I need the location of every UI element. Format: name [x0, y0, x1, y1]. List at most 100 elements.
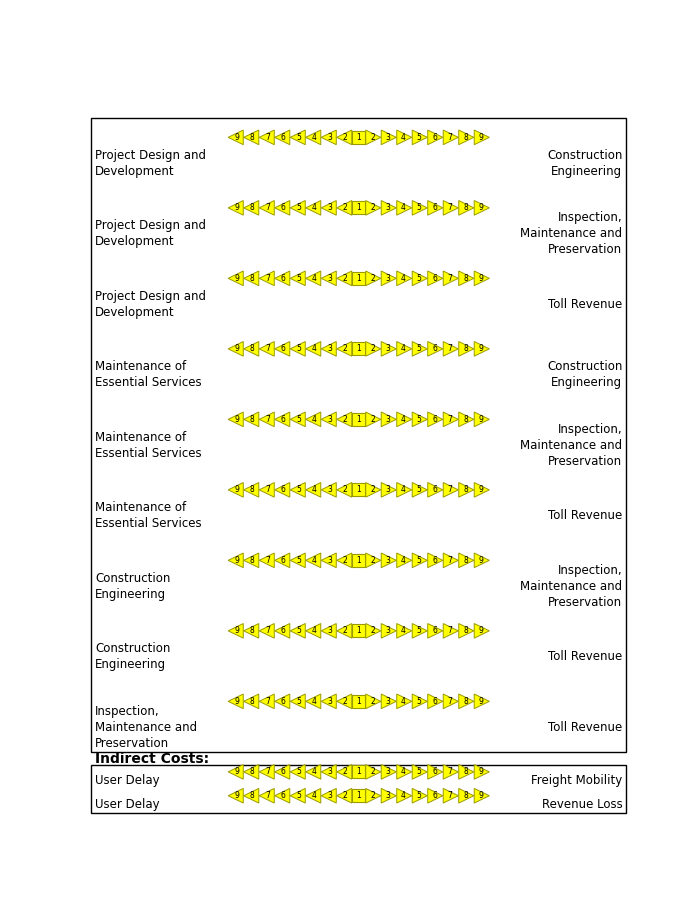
Text: 2: 2: [342, 485, 347, 495]
Bar: [352, 625, 365, 638]
Polygon shape: [244, 201, 259, 215]
Polygon shape: [397, 201, 412, 215]
Polygon shape: [365, 483, 381, 497]
Polygon shape: [306, 483, 321, 497]
Polygon shape: [337, 342, 352, 356]
Text: 9: 9: [234, 415, 239, 424]
Text: 1: 1: [356, 485, 361, 495]
Text: 5: 5: [416, 627, 421, 636]
Polygon shape: [337, 130, 352, 145]
Polygon shape: [474, 624, 489, 638]
Bar: [352, 695, 365, 708]
Text: 1: 1: [356, 133, 361, 142]
Text: 9: 9: [234, 203, 239, 213]
Text: 6: 6: [281, 556, 286, 565]
Text: 9: 9: [234, 133, 239, 142]
Polygon shape: [382, 271, 396, 286]
Polygon shape: [290, 624, 305, 638]
Polygon shape: [458, 624, 474, 638]
Text: 7: 7: [265, 697, 270, 706]
Text: Toll Revenue: Toll Revenue: [548, 650, 622, 663]
Polygon shape: [443, 694, 459, 709]
Text: 2: 2: [370, 485, 375, 495]
Polygon shape: [365, 130, 381, 145]
Polygon shape: [274, 271, 290, 286]
Polygon shape: [397, 553, 412, 568]
Polygon shape: [244, 789, 259, 803]
Polygon shape: [443, 412, 459, 427]
Text: 3: 3: [386, 768, 391, 777]
Text: 8: 8: [250, 627, 254, 636]
Polygon shape: [321, 412, 336, 427]
Polygon shape: [259, 342, 274, 356]
Polygon shape: [244, 271, 259, 286]
Polygon shape: [412, 694, 427, 709]
Polygon shape: [321, 342, 336, 356]
Polygon shape: [244, 765, 259, 780]
Text: Freight Mobility: Freight Mobility: [531, 774, 622, 787]
Polygon shape: [365, 624, 381, 638]
Text: 3: 3: [327, 274, 332, 283]
Polygon shape: [382, 483, 396, 497]
Text: 3: 3: [386, 133, 391, 142]
Polygon shape: [365, 553, 381, 568]
Text: 4: 4: [312, 344, 316, 354]
Polygon shape: [474, 201, 489, 215]
Text: Inspection,
Maintenance and
Preservation: Inspection, Maintenance and Preservation: [520, 423, 622, 468]
Polygon shape: [443, 130, 459, 145]
Text: 5: 5: [296, 133, 301, 142]
Text: 4: 4: [312, 203, 316, 213]
Text: 6: 6: [432, 133, 437, 142]
Polygon shape: [458, 130, 474, 145]
Text: 4: 4: [312, 415, 316, 424]
Polygon shape: [337, 624, 352, 638]
Polygon shape: [428, 412, 443, 427]
Polygon shape: [474, 342, 489, 356]
Polygon shape: [382, 412, 396, 427]
Text: 5: 5: [296, 203, 301, 213]
Text: 5: 5: [416, 485, 421, 495]
Polygon shape: [412, 765, 427, 780]
Polygon shape: [365, 412, 381, 427]
Text: 3: 3: [327, 415, 332, 424]
Text: 7: 7: [265, 415, 270, 424]
Text: 4: 4: [401, 556, 406, 565]
Text: 3: 3: [386, 415, 391, 424]
Polygon shape: [259, 694, 274, 709]
Polygon shape: [259, 412, 274, 427]
Text: 3: 3: [327, 133, 332, 142]
Text: 8: 8: [250, 415, 254, 424]
Text: 9: 9: [479, 133, 484, 142]
Text: 3: 3: [327, 627, 332, 636]
Text: 9: 9: [479, 485, 484, 495]
Text: Inspection,
Maintenance and
Preservation: Inspection, Maintenance and Preservation: [95, 705, 197, 750]
Text: Construction
Engineering: Construction Engineering: [95, 572, 171, 601]
Polygon shape: [397, 271, 412, 286]
Text: 3: 3: [386, 627, 391, 636]
Text: 6: 6: [281, 485, 286, 495]
Polygon shape: [474, 130, 489, 145]
Text: 6: 6: [432, 203, 437, 213]
Text: 4: 4: [312, 768, 316, 777]
Text: 3: 3: [327, 203, 332, 213]
Polygon shape: [474, 789, 489, 803]
Polygon shape: [290, 765, 305, 780]
Polygon shape: [259, 271, 274, 286]
Text: 2: 2: [370, 274, 375, 283]
Text: 9: 9: [479, 768, 484, 777]
Polygon shape: [428, 271, 443, 286]
Polygon shape: [228, 342, 244, 356]
Text: 9: 9: [234, 274, 239, 283]
Text: 7: 7: [447, 274, 452, 283]
Text: 4: 4: [401, 344, 406, 354]
Polygon shape: [306, 201, 321, 215]
Text: 6: 6: [281, 627, 286, 636]
Text: 5: 5: [296, 697, 301, 706]
Text: Project Design and
Development: Project Design and Development: [95, 220, 206, 248]
Polygon shape: [228, 789, 244, 803]
Text: 9: 9: [479, 344, 484, 354]
Text: 9: 9: [234, 556, 239, 565]
Polygon shape: [290, 553, 305, 568]
Polygon shape: [321, 483, 336, 497]
Polygon shape: [290, 789, 305, 803]
